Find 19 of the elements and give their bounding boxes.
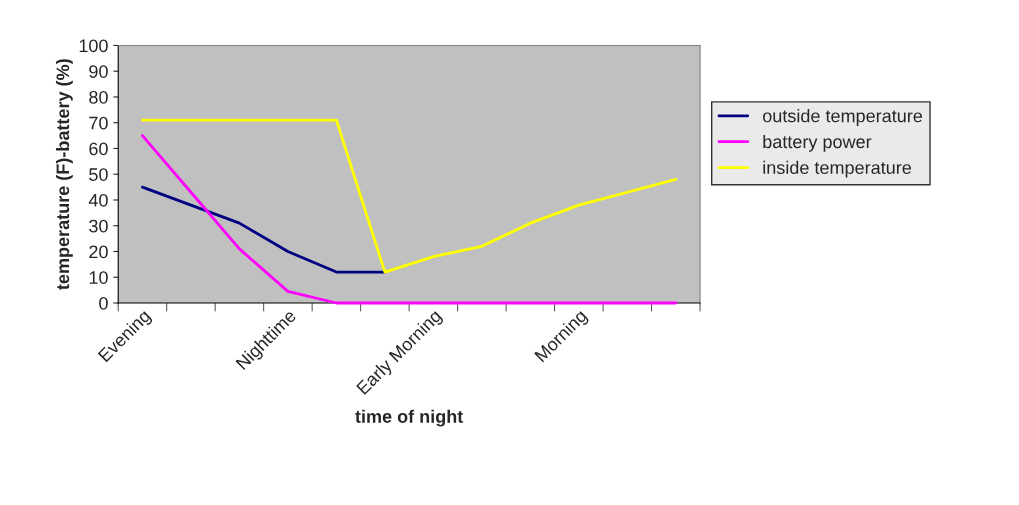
y-tick-label: 90	[89, 65, 108, 78]
y-tick-label: 80	[89, 90, 108, 104]
y-tick-label: 40	[88, 193, 108, 207]
legend-label: inside temperature	[763, 160, 911, 178]
legend-label: battery power	[763, 134, 872, 152]
y-tick-label: 20	[89, 245, 108, 259]
y-tick-label: 50	[89, 168, 108, 181]
line-series	[141, 185, 387, 274]
line-series	[141, 118, 678, 274]
y-tick-label: 70	[89, 116, 108, 130]
y-tick-label: 30	[89, 219, 108, 233]
y-axis-title: temperature (F)-battery (%)	[55, 59, 73, 290]
x-axis-title: time of night	[355, 409, 464, 427]
y-tick-label: 10	[89, 271, 108, 284]
line-series	[141, 134, 678, 305]
y-tick-label: 60	[89, 142, 108, 156]
y-tick-label: 0	[99, 296, 108, 310]
legend-label: outside temperature	[763, 109, 923, 126]
y-tick-label: 100	[79, 39, 108, 53]
